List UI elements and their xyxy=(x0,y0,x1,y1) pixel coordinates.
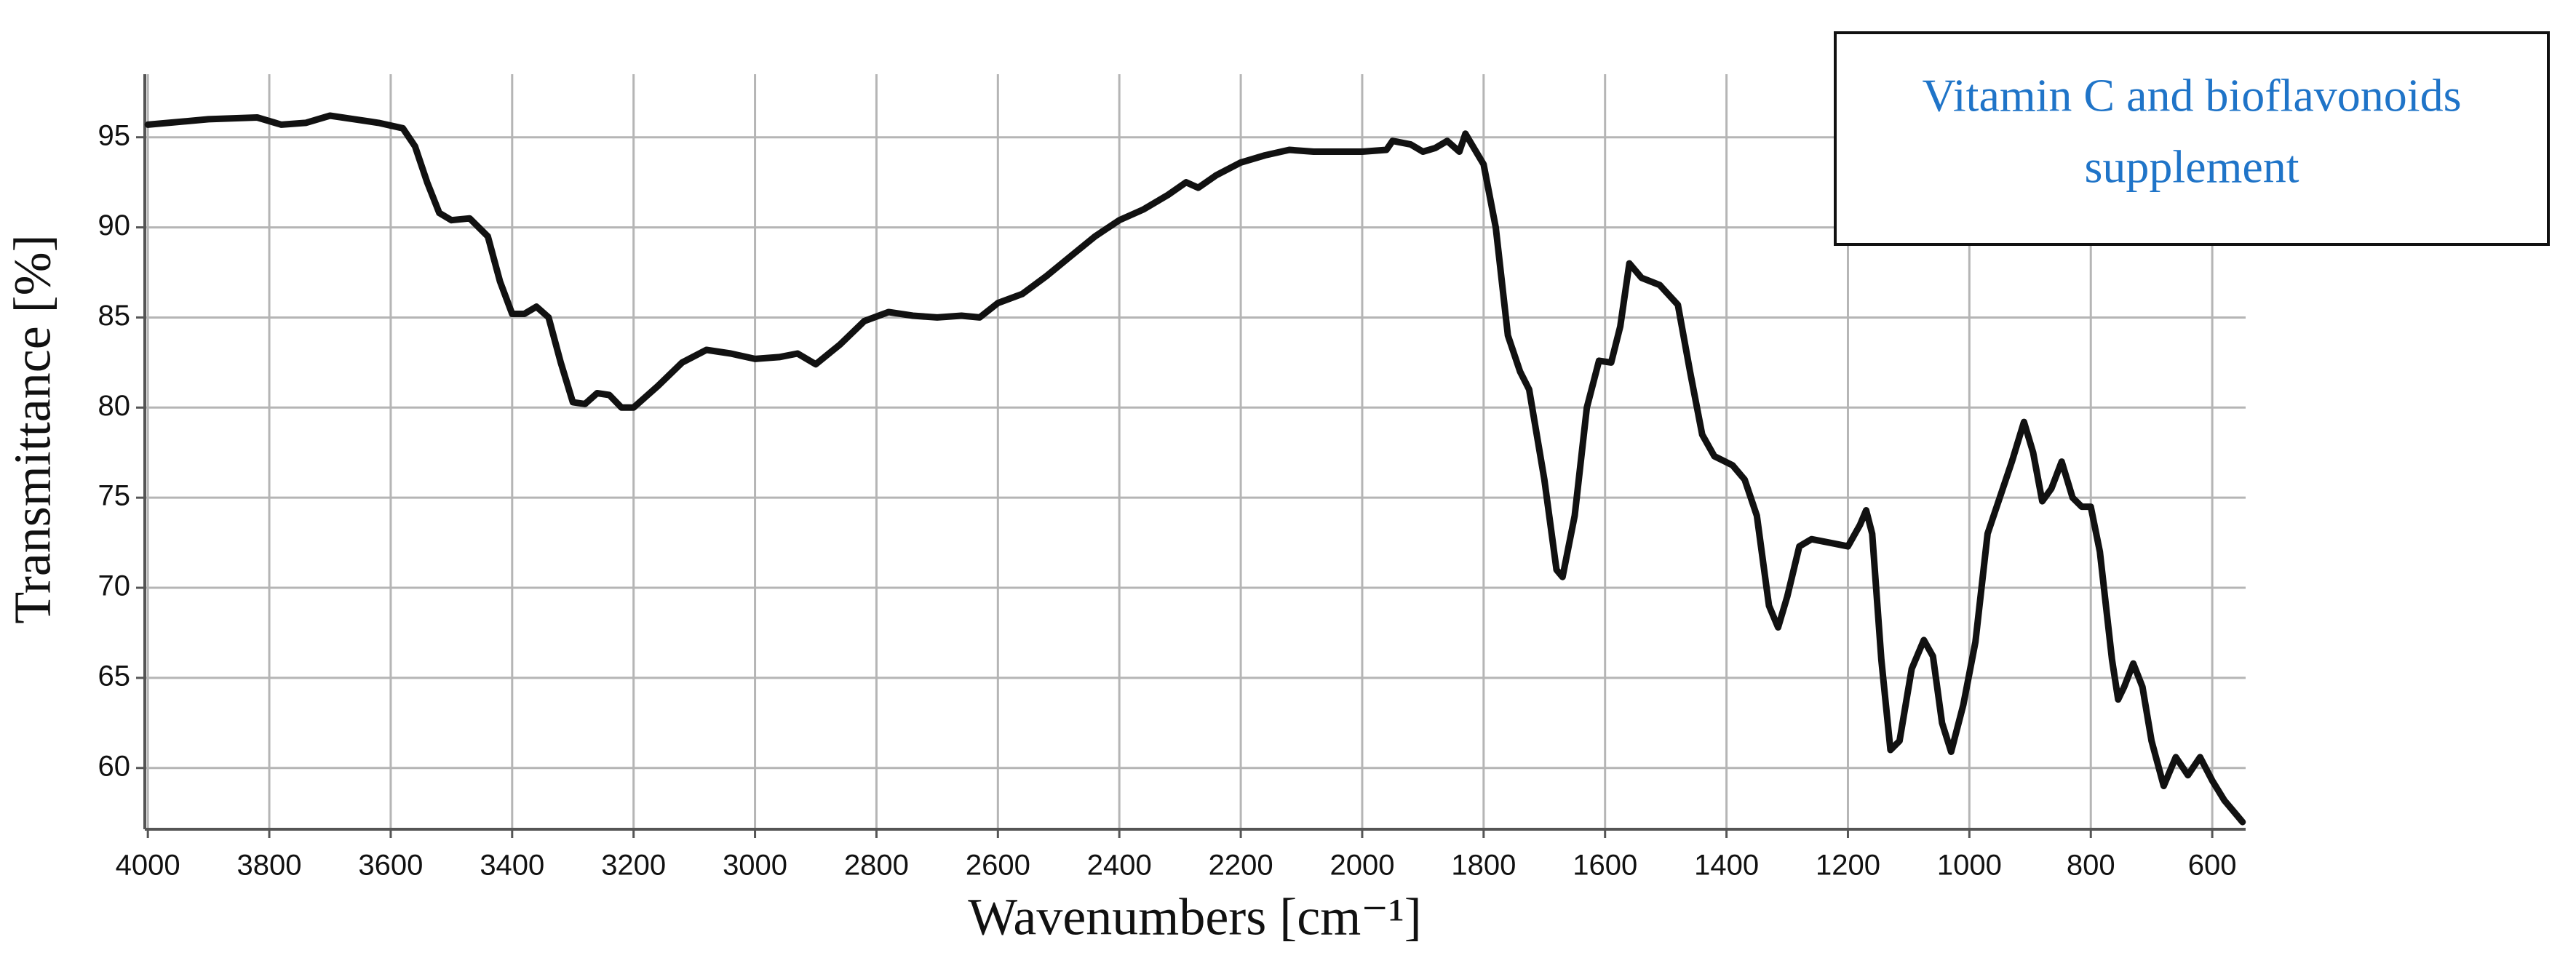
y-tick-label: 70 xyxy=(98,570,131,602)
x-axis-title: Wavenumbers [cm⁻¹] xyxy=(968,888,1422,946)
y-tick-label: 75 xyxy=(98,480,131,512)
x-tick-label: 600 xyxy=(2188,850,2237,882)
annotation-box xyxy=(1834,31,2550,246)
spectrum-line xyxy=(144,112,2246,826)
x-tick-label: 3800 xyxy=(237,850,302,882)
annotation-line: Vitamin C and bioflavonoids xyxy=(1923,70,2462,121)
x-tick-label: 1200 xyxy=(1816,850,1880,882)
y-tick-label: 90 xyxy=(98,209,131,241)
x-tick-label: 2600 xyxy=(966,850,1030,882)
x-tick-label: 1400 xyxy=(1694,850,1759,882)
x-tick-label: 2000 xyxy=(1329,850,1394,882)
x-tick-label: 2400 xyxy=(1087,850,1152,882)
x-tick-label: 3600 xyxy=(358,850,423,882)
x-tick-label: 3400 xyxy=(480,850,544,882)
x-tick-label: 1800 xyxy=(1451,850,1516,882)
x-tick-label: 3200 xyxy=(601,850,666,882)
y-tick-label: 65 xyxy=(98,660,131,692)
x-tick-label: 4000 xyxy=(116,850,180,882)
x-tick-label: 1000 xyxy=(1937,850,2002,882)
y-tick-label: 95 xyxy=(98,119,131,151)
annotation-line: supplement xyxy=(2084,141,2299,193)
x-tick-label: 3000 xyxy=(723,850,787,882)
x-tick-label: 800 xyxy=(2067,850,2115,882)
y-axis-title: Transmittance [%] xyxy=(4,234,62,623)
x-tick-label: 2200 xyxy=(1209,850,1273,882)
y-tick-label: 80 xyxy=(98,390,131,422)
x-tick-label: 2800 xyxy=(844,850,909,882)
y-tick-label: 85 xyxy=(98,300,131,332)
y-tick-label: 60 xyxy=(98,750,131,782)
x-tick-label: 1600 xyxy=(1573,850,1637,882)
